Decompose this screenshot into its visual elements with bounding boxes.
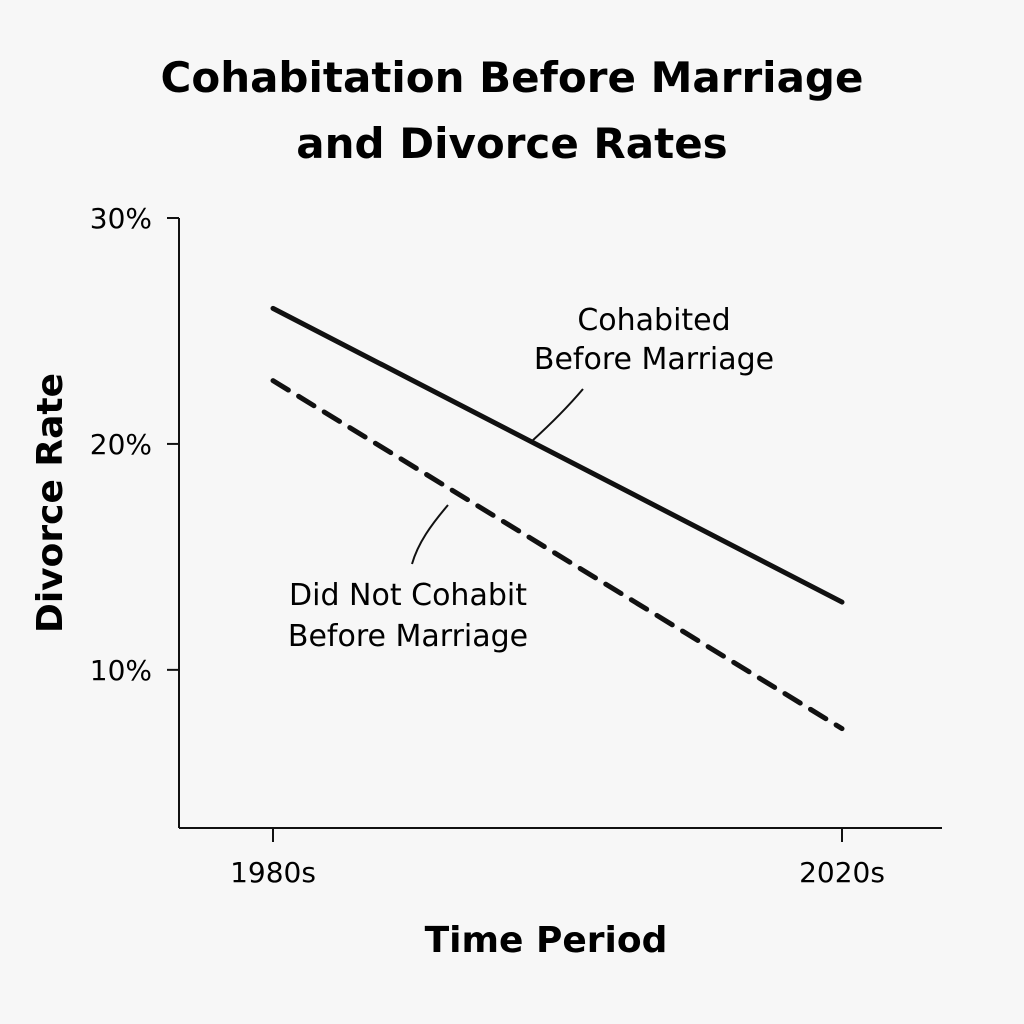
- chart-title-line-2: and Divorce Rates: [296, 119, 727, 168]
- x-tick-label-1980s: 1980s: [230, 856, 316, 889]
- series-line-did-not-cohabit: [270, 378, 845, 732]
- annotation-did-not-cohabit-line-1: Did Not Cohabit: [289, 578, 527, 613]
- x-axis-title: Time Period: [425, 920, 668, 961]
- annotation-cohabited-line-2: Before Marriage: [534, 342, 774, 377]
- x-tick-label-2020s: 2020s: [799, 856, 885, 889]
- series-line-cohabited: [270, 305, 845, 605]
- y-tick-label-20: 20%: [90, 428, 152, 461]
- y-tick-label-30: 30%: [90, 202, 152, 235]
- annotation-cohabited-line-1: Cohabited: [577, 303, 730, 338]
- annotation-did-not-cohabit-line-2: Before Marriage: [288, 619, 528, 654]
- annotation-leader-did-not-cohabit: [411, 504, 449, 565]
- y-axis-title: Divorce Rate: [30, 373, 71, 633]
- chart-title-line-1: Cohabitation Before Marriage: [161, 53, 864, 102]
- y-tick-label-10: 10%: [90, 654, 152, 687]
- annotation-leader-cohabited: [531, 388, 584, 442]
